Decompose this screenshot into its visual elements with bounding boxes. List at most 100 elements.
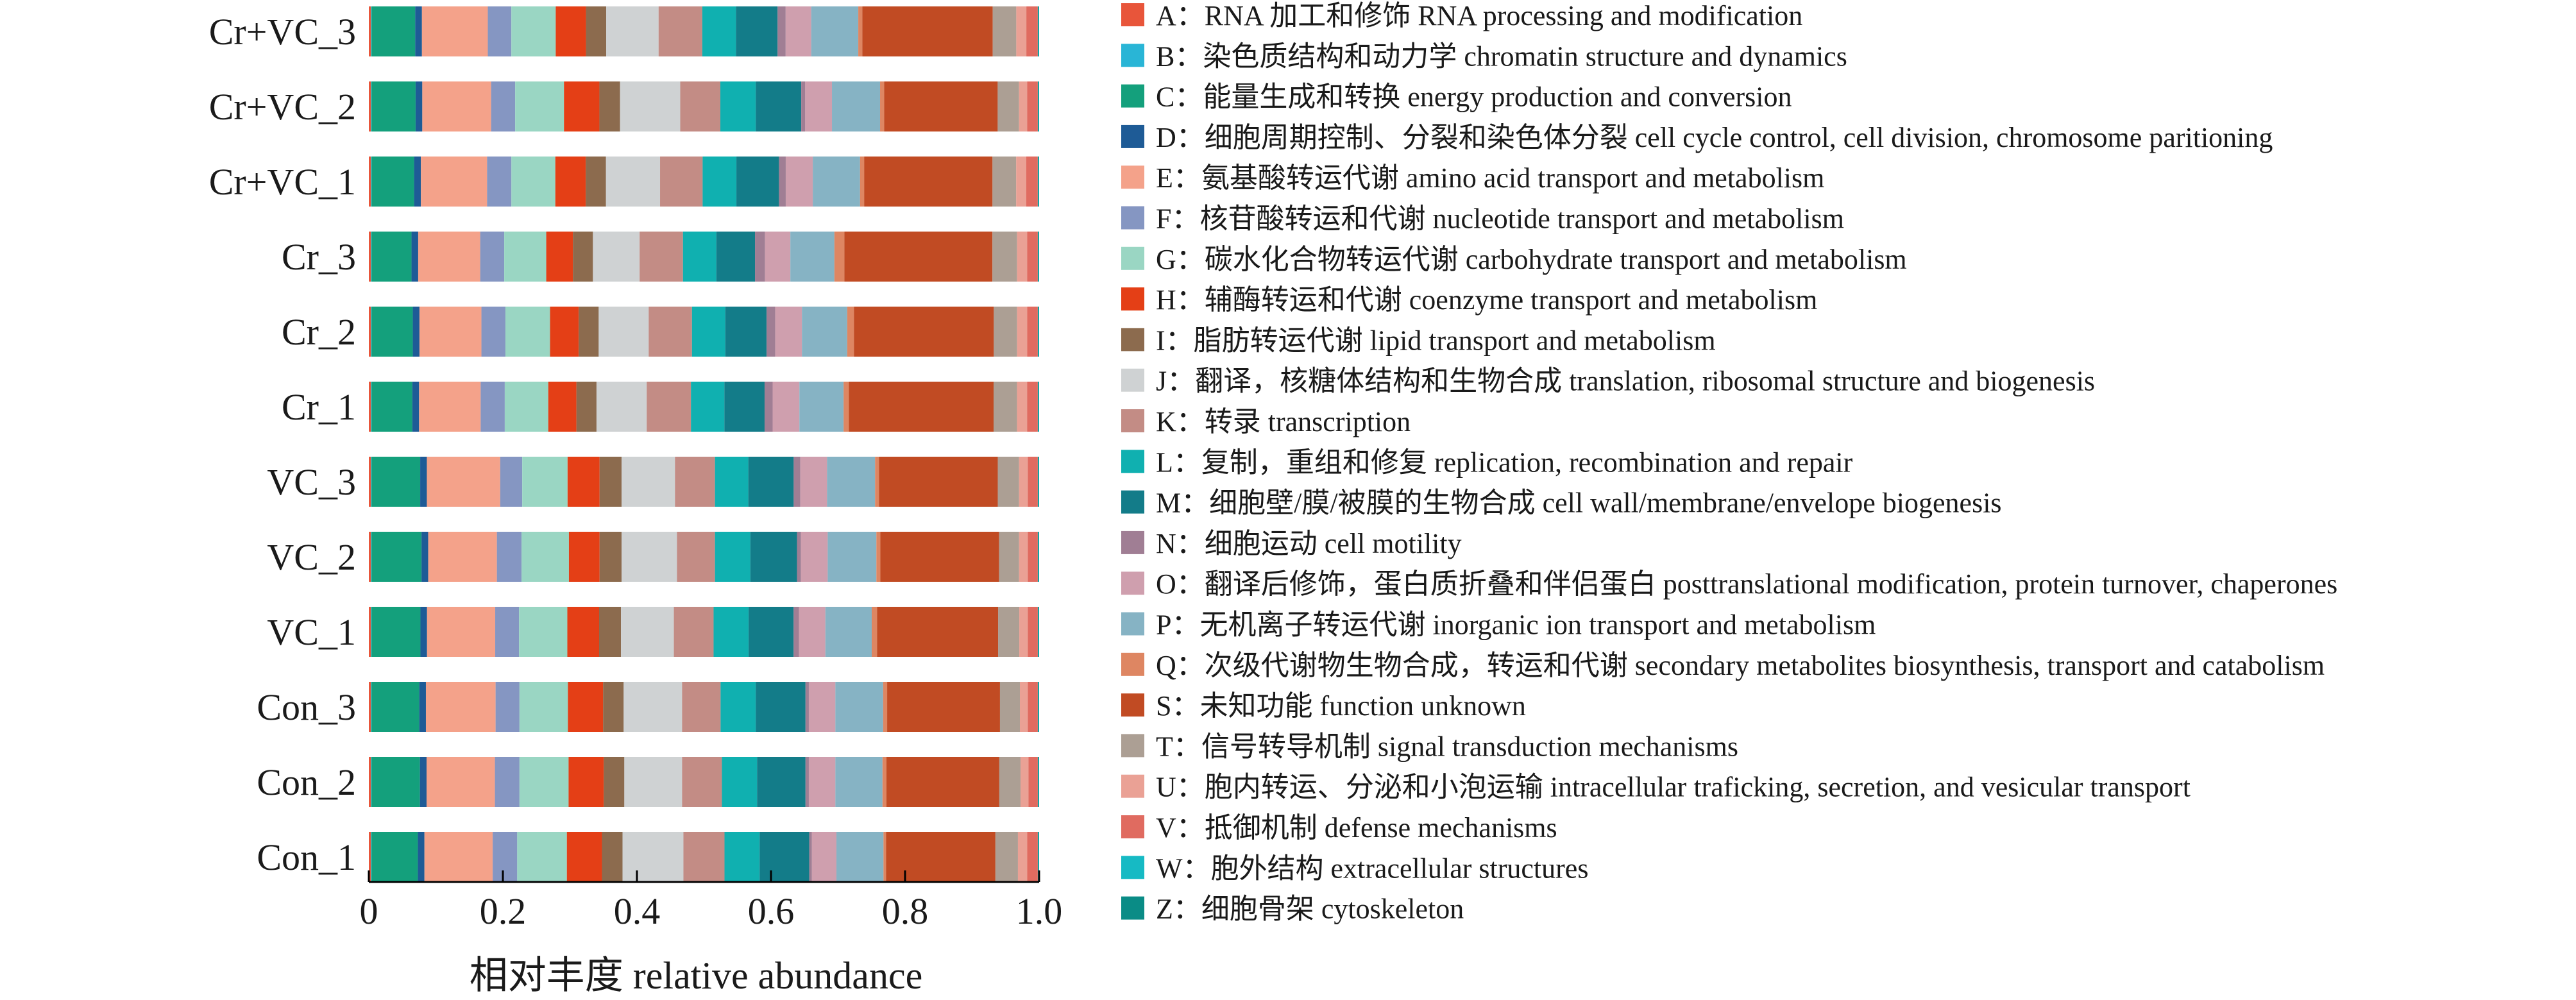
bar-segment-N <box>793 607 799 657</box>
x-tick-label: 1.0 <box>1016 890 1063 932</box>
bar-segment-I <box>586 6 606 56</box>
bar-segment-U <box>1017 307 1028 357</box>
bar-segment-S <box>886 832 996 882</box>
x-tick-label: 0.2 <box>480 890 527 932</box>
bar-segment-Z <box>1038 307 1039 357</box>
bar-segment-E <box>419 382 481 432</box>
bar-segment-Z <box>1038 682 1039 732</box>
bar-segment-V <box>1028 682 1038 732</box>
bar-segment-Q <box>882 757 887 807</box>
bar-segment-C <box>371 607 421 657</box>
bar-segment-T <box>992 157 1017 207</box>
bar-segment-F <box>495 607 520 657</box>
legend-label: Q：次级代谢物生物合成，转运和代谢 secondary metabolites … <box>1156 650 2325 681</box>
bar-segment-G <box>519 682 568 732</box>
legend-swatch <box>1121 328 1144 352</box>
bar-Cr_3 <box>369 232 1039 282</box>
bar-segment-C <box>371 307 413 357</box>
category-label: VC_1 <box>267 611 356 653</box>
bar-segment-S <box>844 232 993 282</box>
bar-segment-G <box>519 607 568 657</box>
legend-label: E：氨基酸转运代谢 amino acid transport and metab… <box>1156 162 1824 194</box>
legend: A：RNA 加工和修饰 RNA processing and modificat… <box>1121 0 2337 925</box>
legend-swatch <box>1121 165 1144 189</box>
bar-segment-C <box>371 682 419 732</box>
bar-segment-T <box>997 81 1019 131</box>
bar-segment-T <box>997 457 1019 507</box>
legend-swatch <box>1121 368 1144 392</box>
bar-segment-M <box>756 81 802 131</box>
legend-swatch <box>1121 612 1144 636</box>
bar-segment-J <box>606 6 659 56</box>
bar-segment-H <box>568 682 604 732</box>
legend-swatch <box>1121 652 1144 676</box>
bar-segment-U <box>1021 757 1029 807</box>
bar-segment-E <box>419 307 482 357</box>
bar-segment-E <box>421 157 487 207</box>
bar-segment-K <box>680 81 721 131</box>
bar-segment-V <box>1028 457 1038 507</box>
bar-segment-E <box>427 457 500 507</box>
bar-segment-I <box>599 532 622 582</box>
bar-segment-D <box>418 832 425 882</box>
bar-segment-T <box>994 307 1017 357</box>
bar-Cr+VC_3 <box>369 6 1039 56</box>
legend-swatch <box>1121 815 1144 838</box>
category-label: Cr_2 <box>282 311 356 353</box>
bar-segment-E <box>427 757 495 807</box>
bar-segment-S <box>849 382 994 432</box>
bar-segment-L <box>720 81 756 131</box>
bar-segment-Z <box>1038 457 1039 507</box>
bar-segment-E <box>418 232 480 282</box>
bar-segment-N <box>801 81 806 131</box>
bar-segment-O <box>811 832 837 882</box>
bar-segment-M <box>750 532 797 582</box>
bar-segment-F <box>495 682 520 732</box>
bar-segment-F <box>487 157 512 207</box>
legend-label: T：信号转导机制 signal transduction mechanisms <box>1156 731 1738 762</box>
bar-segment-Z <box>1038 532 1039 582</box>
bar-segment-H <box>568 532 600 582</box>
bar-segment-C <box>371 382 412 432</box>
bar-segment-U <box>1019 81 1028 131</box>
bar-segment-L <box>724 832 760 882</box>
bar-segment-S <box>877 607 999 657</box>
bar-segment-A <box>369 532 371 582</box>
bar-segment-I <box>603 682 624 732</box>
bar-Cr_1 <box>369 382 1039 432</box>
bar-segment-A <box>369 232 371 282</box>
legend-entry-B: B：染色质结构和动力学 chromatin structure and dyna… <box>1121 40 1847 72</box>
legend-entry-Q: Q：次级代谢物生物合成，转运和代谢 secondary metabolites … <box>1121 650 2325 681</box>
bar-segment-H <box>550 307 579 357</box>
bar-segment-V <box>1028 607 1038 657</box>
bar-segment-F <box>495 757 520 807</box>
bar-segment-M <box>757 757 806 807</box>
bar-segment-N <box>779 157 786 207</box>
bar-segment-J <box>622 832 684 882</box>
legend-label: I：脂肪转运代谢 lipid transport and metabolism <box>1156 325 1716 356</box>
bar-segment-S <box>879 457 998 507</box>
bar-segment-P <box>811 6 859 56</box>
legend-label: J：翻译，核糖体结构和生物合成 translation, ribosomal s… <box>1156 366 2095 397</box>
bar-segment-T <box>999 532 1019 582</box>
legend-swatch <box>1121 693 1144 717</box>
bar-segment-O <box>808 682 836 732</box>
bar-segment-N <box>764 382 773 432</box>
bar-segment-G <box>522 457 568 507</box>
bar-segment-F <box>480 382 505 432</box>
legend-label: H：辅酶转运和代谢 coenzyme transport and metabol… <box>1156 284 1817 316</box>
bar-segment-Q <box>847 307 854 357</box>
bar-segment-L <box>702 157 737 207</box>
bar-segment-H <box>566 832 602 882</box>
legend-label: L：复制，重组和修复 replication, recombination an… <box>1156 446 1853 478</box>
bar-segment-V <box>1027 307 1038 357</box>
bar-segment-U <box>1017 832 1028 882</box>
legend-label: V：抵御机制 defense mechanisms <box>1156 812 1557 843</box>
bar-segment-N <box>805 682 809 732</box>
bar-segment-G <box>511 157 555 207</box>
bar-segment-F <box>491 81 516 131</box>
bar-segment-K <box>675 457 715 507</box>
category-label: VC_2 <box>267 536 356 578</box>
bar-segment-F <box>481 307 505 357</box>
bar-VC_2 <box>369 532 1039 582</box>
